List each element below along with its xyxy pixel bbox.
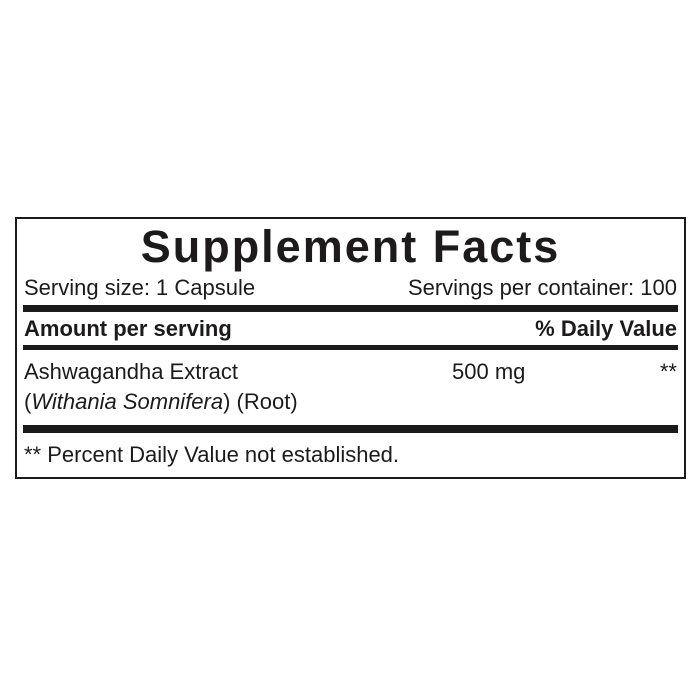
column-header-row: Amount per serving % Daily Value xyxy=(23,312,678,345)
servings-per-container-label: Servings per container: 100 xyxy=(407,275,677,300)
amount-per-serving-header: Amount per serving xyxy=(24,316,232,341)
serving-size-label: Serving size: 1 Capsule xyxy=(24,275,256,300)
divider-thick-top xyxy=(23,305,678,312)
table-row: Ashwagandha Extract 500 mg ** xyxy=(23,350,678,384)
supplement-facts-panel: Supplement Facts Serving size: 1 Capsule… xyxy=(15,217,686,479)
nutrient-amount: 500 mg xyxy=(452,359,526,384)
percent-daily-value-header: % Daily Value xyxy=(535,316,677,341)
panel-title: Supplement Facts xyxy=(140,221,561,272)
nutrient-name: Ashwagandha Extract xyxy=(24,359,239,384)
serving-info-row: Serving size: 1 Capsule Servings per con… xyxy=(23,275,678,300)
nutrient-scientific-name-line: (Withania Somnifera) (Root) xyxy=(23,389,678,414)
nutrient-daily-value: ** xyxy=(659,359,677,384)
divider-medium xyxy=(23,345,678,350)
scientific-name: Withania Somnifera xyxy=(31,389,224,414)
scientific-name-suffix: ) (Root) xyxy=(223,389,298,414)
daily-value-footnote: ** Percent Daily Value not established. xyxy=(24,442,400,467)
divider-thick-bottom xyxy=(23,425,678,433)
scientific-name-prefix: ( xyxy=(24,389,32,414)
